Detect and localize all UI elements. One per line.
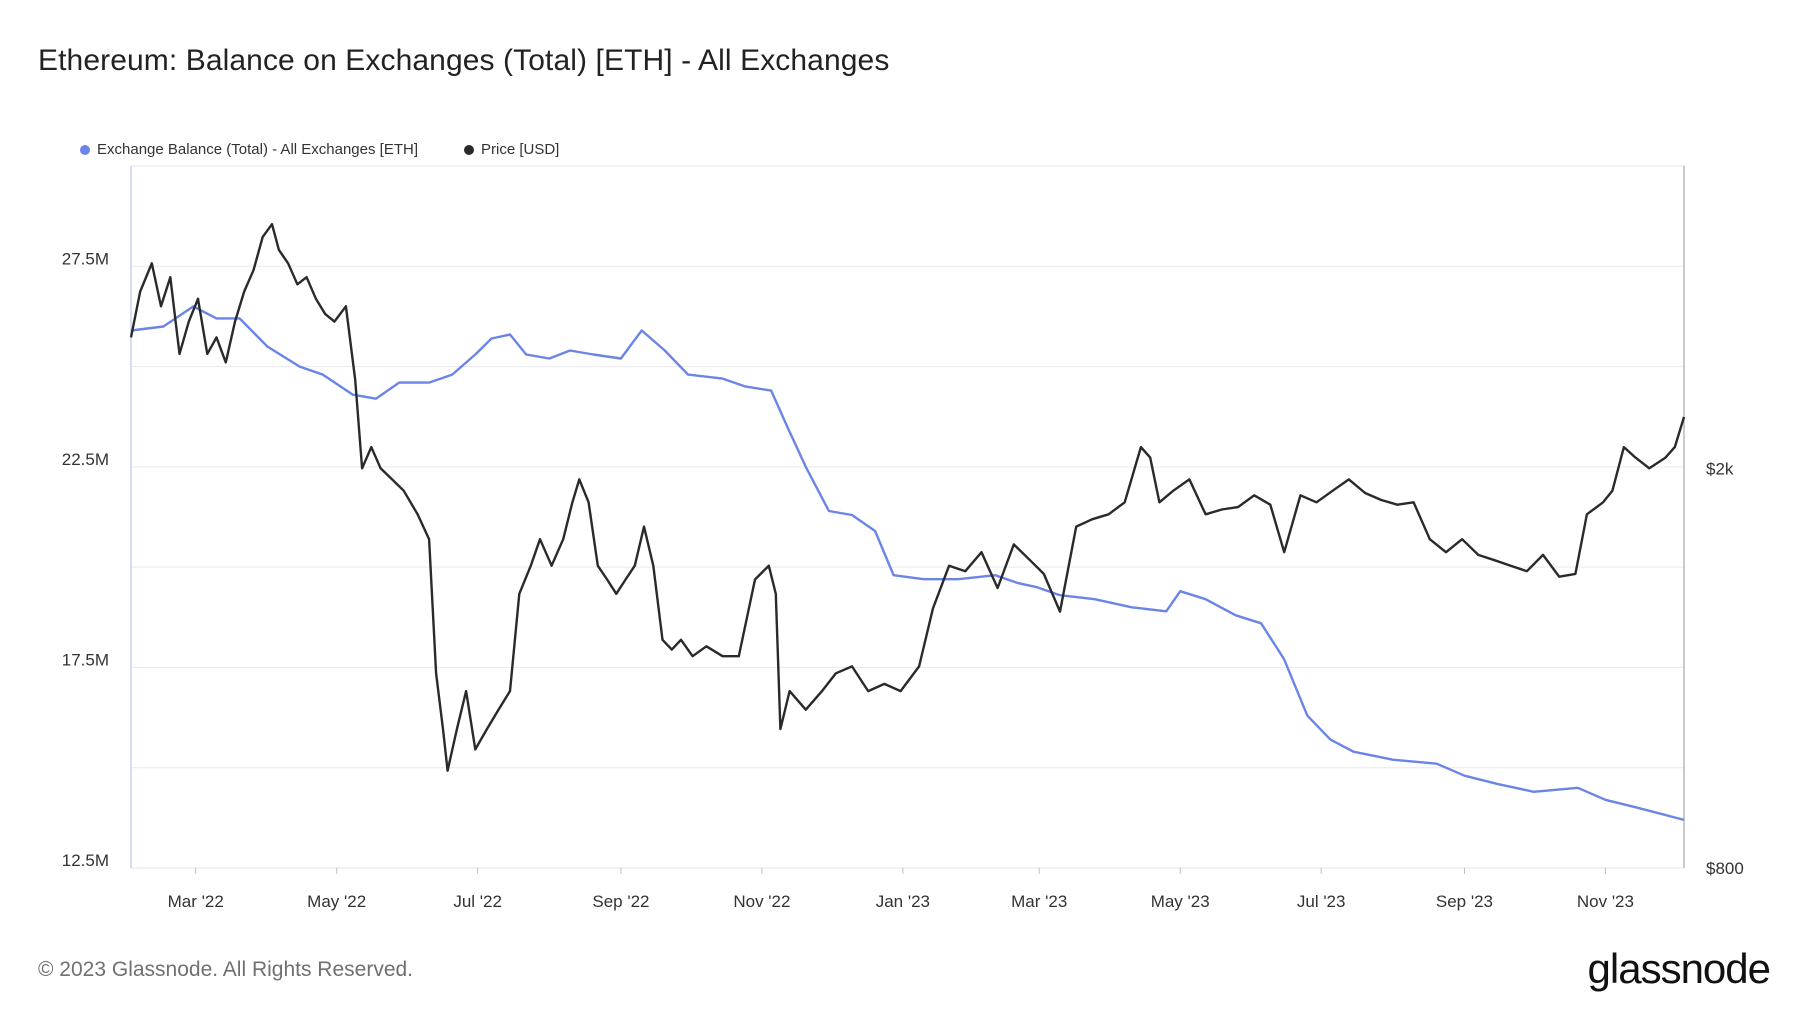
legend-item-balance[interactable]: Exchange Balance (Total) - All Exchanges… xyxy=(80,141,418,158)
legend-dot-balance xyxy=(80,144,90,155)
copyright-footer: © 2023 Glassnode. All Rights Reserved. xyxy=(38,958,414,981)
chart-title: Ethereum: Balance on Exchanges (Total) [… xyxy=(38,44,890,77)
x-tick-label: Mar '23 xyxy=(1011,892,1067,911)
x-tick-label: Jan '23 xyxy=(876,892,930,911)
glassnode-logo: glassnode xyxy=(1587,945,1771,992)
x-tick-label: Nov '23 xyxy=(1577,892,1634,911)
legend-label-price: Price [USD] xyxy=(481,141,560,158)
x-tick-label: May '23 xyxy=(1151,892,1210,911)
series-lines xyxy=(129,223,1686,822)
x-tick-label: Sep '22 xyxy=(592,892,649,911)
left-tick-label: 17.5M xyxy=(62,650,109,669)
balance-series-line xyxy=(130,305,1685,822)
x-tick-label: May '22 xyxy=(307,892,366,911)
left-tick-label: 22.5M xyxy=(62,450,109,469)
gridlines xyxy=(131,165,1684,869)
x-tick-label: Mar '22 xyxy=(168,892,224,911)
legend: Exchange Balance (Total) - All Exchanges… xyxy=(80,141,559,158)
left-tick-label: 12.5M xyxy=(62,851,109,870)
plot-frame xyxy=(130,165,1685,869)
left-axis-ticks: 27.5M 22.5M 17.5M 12.5M xyxy=(62,249,109,870)
x-axis-ticks: Mar '22 May '22 Jul '22 Sep '22 Nov '22 Jan '… xyxy=(168,868,1634,911)
legend-label-balance: Exchange Balance (Total) - All Exchanges… xyxy=(97,141,418,158)
left-tick-label: 27.5M xyxy=(62,249,109,268)
legend-item-price[interactable]: Price [USD] xyxy=(464,141,559,158)
x-tick-label: Jul '23 xyxy=(1297,892,1346,911)
x-tick-label: Sep '23 xyxy=(1436,892,1493,911)
right-axis-ticks: $2k $800 xyxy=(1706,459,1744,878)
right-tick-label: $2k xyxy=(1706,459,1734,478)
price-series-line xyxy=(129,223,1686,772)
x-tick-label: Nov '22 xyxy=(733,892,790,911)
legend-dot-price xyxy=(464,144,474,155)
x-tick-label: Jul '22 xyxy=(453,892,502,911)
right-tick-label: $800 xyxy=(1706,859,1744,878)
